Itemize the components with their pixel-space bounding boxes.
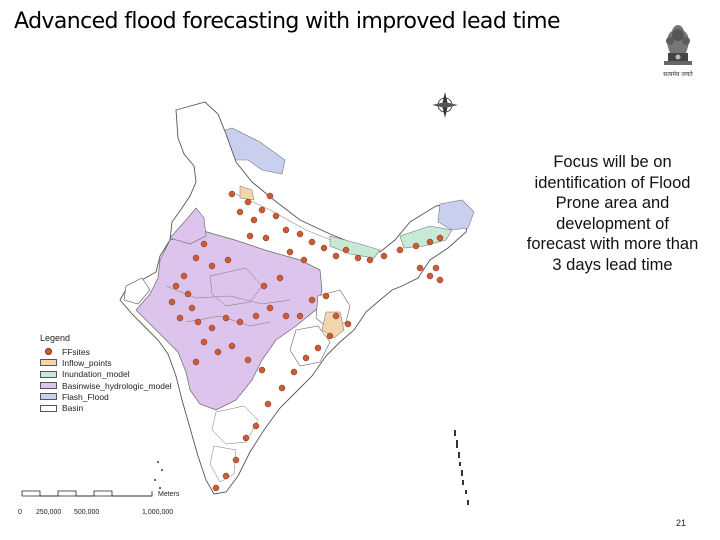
legend-item-ffsites: FFsites — [40, 346, 172, 357]
legend-item-inundation: Inundation_model — [40, 369, 172, 380]
scale-label: 1,000,000 — [142, 509, 174, 516]
basinwise-swatch — [40, 382, 57, 390]
flashflood-swatch — [40, 393, 57, 401]
scale-bar — [21, 490, 153, 497]
scale-label: 500,000 — [74, 509, 100, 516]
emblem-motto: सत्यमेव जयते — [663, 71, 693, 78]
ffsites-dot-icon — [45, 348, 52, 356]
scale-label: 250,000 — [36, 509, 62, 516]
legend-item-basin: Basin — [40, 402, 172, 413]
legend-item-inflow: Inflow_points — [40, 357, 172, 368]
legend-label: Flash_Flood — [62, 391, 109, 402]
india-flood-map — [119, 92, 475, 505]
legend-label: FFsites — [62, 346, 90, 357]
inundation-swatch — [40, 370, 57, 378]
legend-label: Inundation_model — [62, 369, 130, 380]
legend-label: Inflow_points — [62, 357, 112, 368]
inflow-swatch — [40, 359, 57, 367]
scale-label: 0 — [18, 509, 22, 516]
legend-title: Legend — [40, 333, 71, 343]
legend-label: Basin — [62, 403, 84, 414]
legend-item-flashflood: Flash_Flood — [40, 391, 172, 402]
north-arrow-icon — [432, 92, 458, 118]
legend-item-basinwise: Basinwise_hydrologic_model — [40, 380, 172, 391]
slide-title: Advanced flood forecasting with improved… — [14, 9, 560, 34]
basin-swatch — [40, 404, 57, 412]
scale-unit: Meters — [158, 491, 180, 498]
focus-text: Focus will be on identification of Flood… — [526, 153, 699, 274]
map-legend: Legend FFsites Inflow_points Inundation_… — [40, 333, 172, 414]
national-emblem-icon — [664, 25, 692, 65]
page-number: 21 — [676, 518, 687, 528]
legend-label: Basinwise_hydrologic_model — [62, 380, 172, 391]
